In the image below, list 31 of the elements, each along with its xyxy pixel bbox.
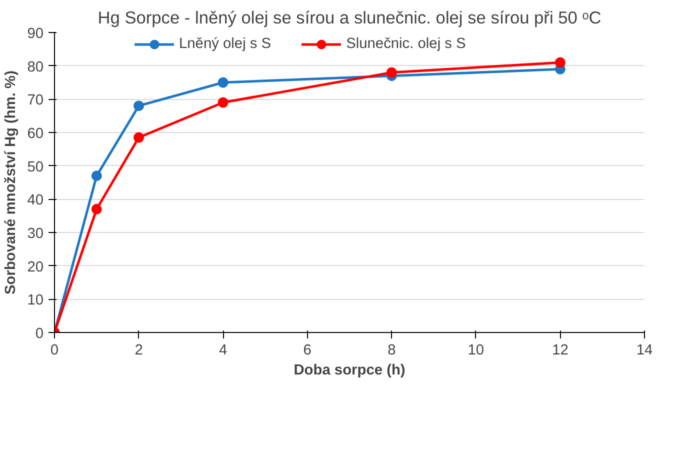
y-axis-title: Sorbované množství Hg (hm. %): [3, 70, 20, 294]
y-tick-label: 80: [27, 59, 44, 76]
y-tick-label: 30: [27, 226, 44, 242]
point: [134, 132, 144, 143]
point: [218, 97, 228, 108]
point: [386, 67, 397, 78]
point: [91, 204, 102, 214]
y-tick-label: 40: [27, 192, 44, 209]
x-tick-label: 6: [303, 342, 312, 358]
y-tick-label: 20: [27, 259, 44, 276]
y-tick-label: 50: [27, 159, 44, 176]
x-tick-label: 2: [134, 342, 143, 358]
legend-label: Lněný olej s S: [179, 36, 272, 52]
x-tick-label: 12: [552, 342, 568, 358]
y-tick-label: 60: [27, 126, 44, 142]
y-tick-label: 0: [35, 326, 44, 342]
point: [134, 100, 144, 112]
y-tick-label: 90: [27, 26, 44, 42]
point: [218, 77, 228, 88]
y-tick-label: 70: [27, 92, 44, 109]
x-tick-label: 10: [468, 342, 484, 358]
x-tick-label: 14: [636, 342, 653, 358]
x-tick-label: 8: [388, 342, 396, 358]
legend-label: Slunečnic. olej s S: [346, 36, 466, 52]
point: [554, 57, 566, 68]
x-axis-title: Doba sorpce (h): [294, 362, 406, 378]
x-tick-label: 0: [50, 342, 59, 358]
y-tick-label: 10: [27, 292, 44, 309]
point: [91, 170, 102, 182]
x-tick-label: 4: [218, 342, 228, 358]
chart-title: Hg Sorpce - lněný olej se sírou a slunečnic. olej se sírou při 50 ᵒC: [98, 8, 602, 28]
